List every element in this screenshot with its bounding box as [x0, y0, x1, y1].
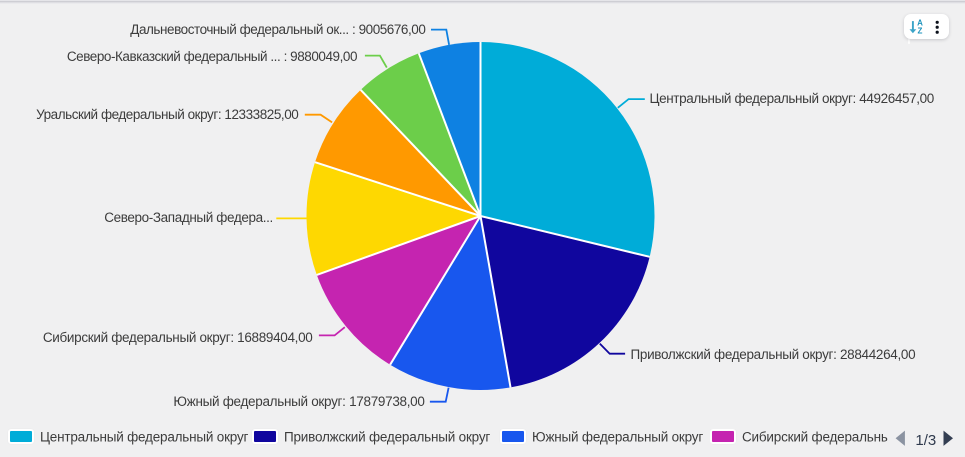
svg-text:A: A [917, 19, 923, 28]
svg-text:Z: Z [918, 26, 923, 35]
svg-text:1/3: 1/3 [915, 432, 936, 449]
